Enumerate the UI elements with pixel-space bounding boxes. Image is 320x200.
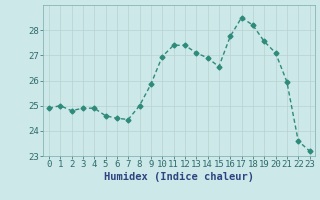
X-axis label: Humidex (Indice chaleur): Humidex (Indice chaleur) — [104, 172, 254, 182]
